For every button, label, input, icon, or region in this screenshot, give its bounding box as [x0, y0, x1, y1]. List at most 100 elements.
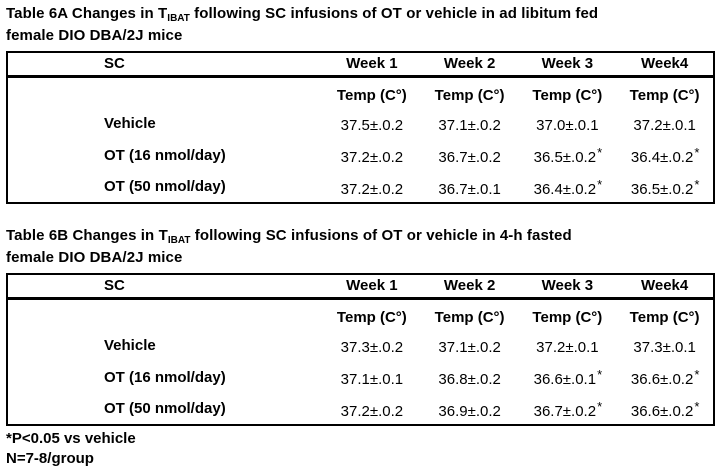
temp-value: 37.2±.0.2 — [340, 180, 404, 198]
data-cell: 36.5±.0.2* — [616, 171, 714, 203]
data-cell: 36.6±.0.1* — [519, 361, 617, 393]
data-cell: 37.1±.0.1 — [323, 361, 421, 393]
table-6b-unit-header-row: Temp (C°) Temp (C°) Temp (C°) Temp (C°) — [7, 298, 714, 329]
table-row-vehicle: Vehicle 37.3±.0.2 37.1±.0.2 37.2±.0.1 37… — [7, 329, 714, 361]
temp-value: 36.8±.0.2 — [438, 371, 501, 388]
temp-value: 36.6±.0.2 — [630, 402, 694, 420]
data-cell: 37.2±.0.2 — [323, 139, 421, 171]
data-cell: 37.3±.0.2 — [323, 329, 421, 361]
table-6b: SC Week 1 Week 2 Week 3 Week4 Temp (C°) … — [6, 273, 715, 426]
row-label-vehicle: Vehicle — [104, 336, 156, 354]
table-6b-title-prefix: Table 6B Changes in T — [6, 227, 168, 244]
column-header-week2: Week 2 — [420, 274, 519, 300]
table-6a-week-header-row: SC Week 1 Week 2 Week 3 Week4 — [7, 52, 714, 78]
temp-value: 36.7±.0.2 — [533, 402, 597, 420]
significance-asterisk: * — [694, 176, 700, 192]
table-6b-week-header-row: SC Week 1 Week 2 Week 3 Week4 — [7, 274, 714, 300]
column-header-sc: SC — [7, 274, 323, 300]
unit-header-week3: Temp (C°) — [532, 86, 603, 104]
tibat-subscript: IBAT — [167, 235, 191, 246]
table-6a-title-prefix: Table 6A Changes in T — [6, 5, 168, 22]
footnote-n: N=7-8/group — [6, 450, 94, 467]
data-cell: 37.2±.0.2 — [323, 171, 421, 203]
footnote-pvalue: *P<0.05 vs vehicle — [6, 430, 136, 447]
temp-value: 37.1±.0.2 — [438, 117, 501, 134]
row-label-vehicle: Vehicle — [104, 114, 156, 132]
table-row-ot50: OT (50 nmol/day) 37.2±.0.2 36.7±.0.1 36.… — [7, 171, 714, 203]
row-label-ot16: OT (16 nmol/day) — [104, 146, 226, 164]
data-cell: 36.7±.0.2* — [519, 393, 617, 425]
empty-cell — [7, 298, 323, 329]
data-cell: 37.3±.0.1 — [616, 329, 714, 361]
table-6a: SC Week 1 Week 2 Week 3 Week4 Temp (C°) … — [6, 51, 715, 204]
significance-asterisk: * — [694, 145, 700, 160]
data-cell: 36.7±.0.1 — [421, 171, 519, 203]
table-6a-unit-header-row: Temp (C°) Temp (C°) Temp (C°) Temp (C°) — [7, 76, 714, 107]
column-header-week4: Week4 — [616, 274, 714, 300]
data-cell: 37.5±.0.2 — [323, 107, 421, 139]
temp-value: 36.5±.0.2 — [630, 180, 694, 198]
significance-asterisk: * — [597, 145, 603, 160]
temp-value: 36.6±.0.2 — [630, 371, 694, 388]
table-6a-title-line2: female DIO DBA/2J mice — [6, 27, 183, 44]
empty-cell — [7, 76, 323, 107]
table-6b-title: Table 6B Changes in TIBAT following SC i… — [6, 226, 714, 268]
unit-header-week3: Temp (C°) — [532, 308, 603, 326]
significance-asterisk: * — [694, 398, 700, 414]
temp-value: 36.9±.0.2 — [438, 402, 501, 420]
temp-value: 36.7±.0.1 — [438, 180, 501, 198]
data-cell: 37.1±.0.2 — [421, 329, 519, 361]
data-cell: 36.6±.0.2* — [616, 393, 714, 425]
temp-value: 37.2±.0.2 — [340, 402, 404, 420]
table-6a-title-line1: Table 6A Changes in TIBAT following SC i… — [6, 4, 714, 26]
temp-value: 36.7±.0.2 — [438, 149, 501, 166]
row-label-ot16: OT (16 nmol/day) — [104, 368, 226, 386]
row-label-ot50: OT (50 nmol/day) — [104, 178, 226, 195]
temp-value: 36.5±.0.2 — [533, 149, 597, 166]
table-6b-title-suffix: following SC infusions of OT or vehicle … — [190, 227, 572, 244]
data-cell: 36.5±.0.2* — [519, 139, 617, 171]
row-label-ot50: OT (50 nmol/day) — [104, 400, 226, 417]
table-6b-title-line2: female DIO DBA/2J mice — [6, 249, 183, 266]
temp-value: 37.5±.0.2 — [340, 117, 404, 134]
column-header-week4: Week4 — [616, 52, 714, 78]
data-cell: 36.8±.0.2 — [421, 361, 519, 393]
unit-header-week2: Temp (C°) — [434, 308, 505, 326]
data-cell: 36.4±.0.2* — [616, 139, 714, 171]
temp-value: 37.2±.0.1 — [633, 117, 696, 134]
table-6a-title: Table 6A Changes in TIBAT following SC i… — [6, 4, 714, 46]
footnotes: *P<0.05 vs vehicle N=7-8/group — [6, 429, 714, 469]
data-cell: 37.0±.0.1 — [519, 107, 617, 139]
temp-value: 37.2±.0.2 — [340, 149, 404, 166]
temp-value: 37.2±.0.1 — [536, 339, 599, 356]
unit-header-week2: Temp (C°) — [434, 86, 505, 104]
significance-asterisk: * — [597, 176, 603, 192]
temp-value: 37.3±.0.2 — [340, 339, 404, 356]
data-cell: 36.4±.0.2* — [519, 171, 617, 203]
column-header-week2: Week 2 — [420, 52, 519, 78]
column-header-week3: Week 3 — [518, 274, 617, 300]
table-row-ot16: OT (16 nmol/day) 37.2±.0.2 36.7±.0.2 36.… — [7, 139, 714, 171]
data-cell: 37.1±.0.2 — [421, 107, 519, 139]
table-6b-title-line1: Table 6B Changes in TIBAT following SC i… — [6, 226, 714, 248]
significance-asterisk: * — [694, 367, 700, 382]
temp-value: 37.0±.0.1 — [536, 117, 599, 134]
temp-value: 36.6±.0.1 — [533, 371, 597, 388]
data-cell: 37.2±.0.2 — [323, 393, 421, 425]
data-cell: 37.2±.0.1 — [519, 329, 617, 361]
column-header-week1: Week 1 — [323, 274, 421, 300]
table-row-ot50: OT (50 nmol/day) 37.2±.0.2 36.9±.0.2 36.… — [7, 393, 714, 425]
table-6a-title-suffix: following SC infusions of OT or vehicle … — [189, 5, 599, 22]
column-header-week3: Week 3 — [518, 52, 617, 78]
temp-value: 36.4±.0.2 — [533, 180, 597, 198]
unit-header-week4: Temp (C°) — [629, 86, 700, 104]
table-row-vehicle: Vehicle 37.5±.0.2 37.1±.0.2 37.0±.0.1 37… — [7, 107, 714, 139]
temp-value: 37.3±.0.1 — [633, 339, 696, 356]
unit-header-week4: Temp (C°) — [629, 308, 700, 326]
temp-value: 36.4±.0.2 — [630, 149, 694, 166]
temp-value: 37.1±.0.1 — [340, 371, 404, 388]
data-cell: 36.7±.0.2 — [421, 139, 519, 171]
data-cell: 37.2±.0.1 — [616, 107, 714, 139]
column-header-sc: SC — [7, 52, 323, 78]
